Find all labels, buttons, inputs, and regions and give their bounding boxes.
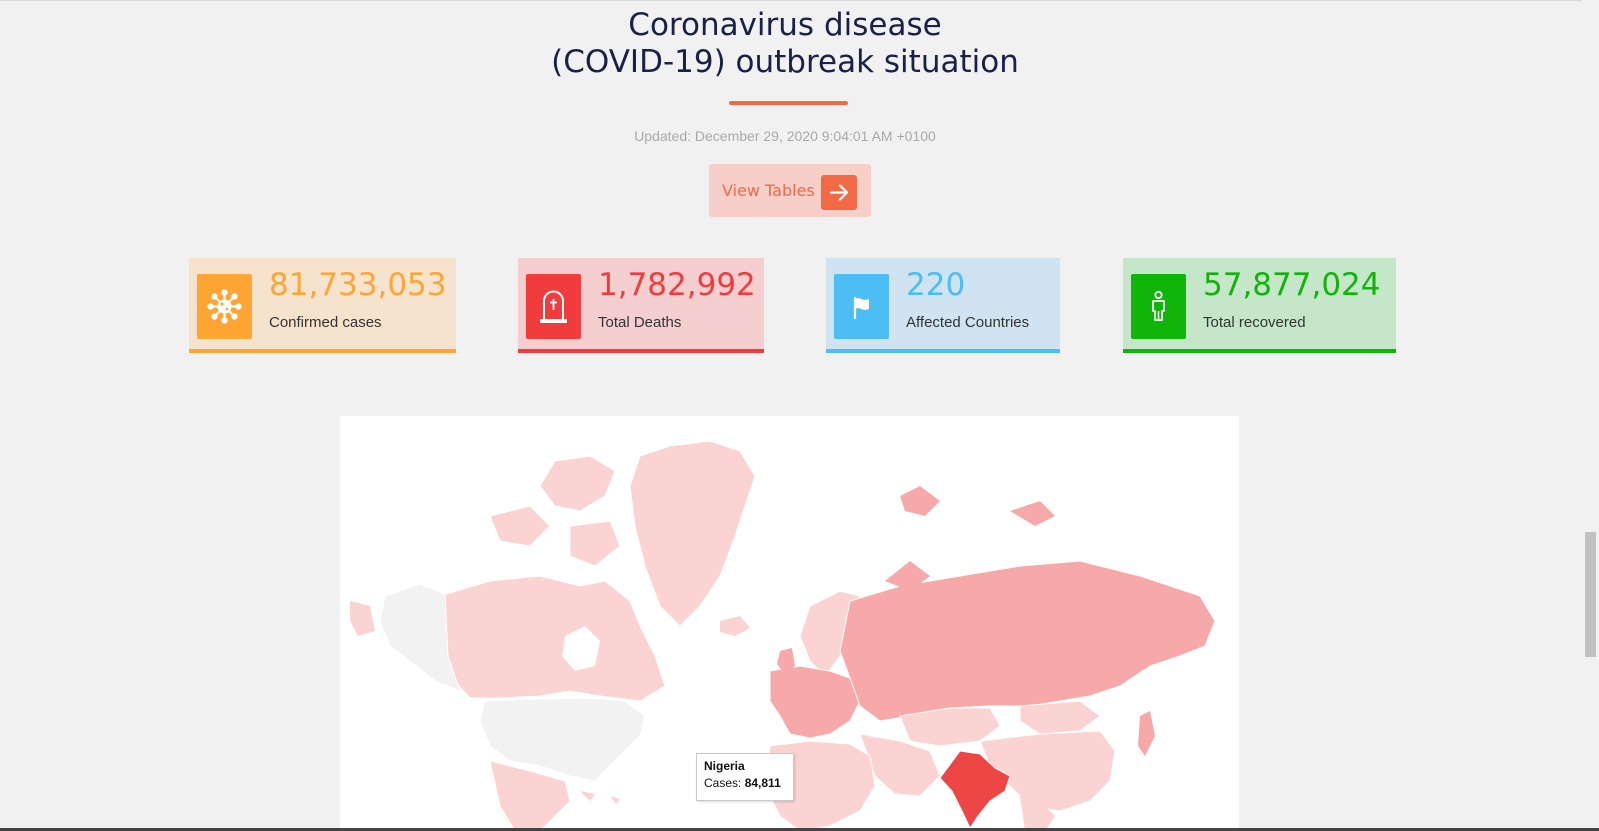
- map-region-central-asia[interactable]: [899, 707, 1001, 747]
- title-underline: [729, 101, 848, 105]
- bottom-edge: [0, 828, 1599, 831]
- map-region-mexico[interactable]: [489, 760, 571, 831]
- map-region-uk[interactable]: [777, 648, 795, 674]
- map-region-greenland[interactable]: [629, 440, 756, 627]
- confirmed-cases-value: 81,733,053: [269, 267, 447, 303]
- tooltip-cases-label: Cases:: [704, 776, 742, 790]
- person-icon: [1131, 274, 1186, 339]
- view-tables-label: View Tables: [722, 181, 815, 200]
- map-region-iceland[interactable]: [720, 616, 750, 636]
- stat-card-countries: 220 Affected Countries: [826, 258, 1060, 353]
- affected-countries-value: 220: [906, 267, 966, 303]
- tooltip-country: Nigeria: [704, 759, 745, 773]
- scrollbar-track[interactable]: [1582, 0, 1599, 831]
- map-region-russia[interactable]: [839, 560, 1216, 722]
- map-region-usa[interactable]: [479, 697, 646, 782]
- stat-card-recovered: 57,877,024 Total recovered: [1123, 258, 1396, 353]
- tombstone-icon: [526, 274, 581, 339]
- map-region-india[interactable]: [939, 750, 1011, 830]
- page-title: Coronavirus disease (COVID-19) outbreak …: [0, 7, 1570, 81]
- stat-card-confirmed: 81,733,053 Confirmed cases: [189, 258, 456, 353]
- total-deaths-label: Total Deaths: [598, 314, 682, 331]
- map-tooltip: Nigeria Cases: 84,811: [696, 753, 794, 801]
- confirmed-cases-label: Confirmed cases: [269, 314, 382, 331]
- page-title-line2: (COVID-19) outbreak situation: [551, 44, 1019, 80]
- virus-icon: [197, 274, 252, 339]
- map-region-europe[interactable]: [769, 665, 861, 739]
- view-tables-button[interactable]: View Tables: [709, 164, 871, 217]
- total-deaths-value: 1,782,992: [598, 267, 756, 303]
- total-recovered-label: Total recovered: [1203, 314, 1306, 331]
- tooltip-cases: Cases: 84,811: [704, 775, 786, 792]
- tooltip-cases-value: 84,811: [744, 776, 781, 790]
- map-region-scandinavia[interactable]: [799, 590, 861, 677]
- world-map[interactable]: [340, 416, 1239, 831]
- world-map-panel[interactable]: [340, 416, 1239, 831]
- map-region-mongolia[interactable]: [1019, 700, 1101, 735]
- updated-timestamp: Updated: December 29, 2020 9:04:01 AM +0…: [634, 128, 936, 144]
- affected-countries-label: Affected Countries: [906, 314, 1030, 331]
- map-region-canada-islands[interactable]: [489, 455, 621, 567]
- stat-card-deaths: 1,782,992 Total Deaths: [518, 258, 764, 353]
- top-border: [0, 0, 1599, 1]
- arrow-right-icon: [821, 175, 857, 210]
- map-region-alaska[interactable]: [379, 583, 461, 692]
- scrollbar-thumb[interactable]: [1585, 532, 1596, 657]
- page-title-line1: Coronavirus disease: [628, 7, 942, 43]
- total-recovered-value: 57,877,024: [1203, 267, 1381, 303]
- map-region-canada[interactable]: [439, 575, 666, 702]
- flag-icon: [834, 274, 889, 339]
- map-region-japan[interactable]: [1138, 711, 1155, 756]
- map-region-middle-east[interactable]: [859, 733, 941, 797]
- map-region-se-asia[interactable]: [1020, 796, 1055, 831]
